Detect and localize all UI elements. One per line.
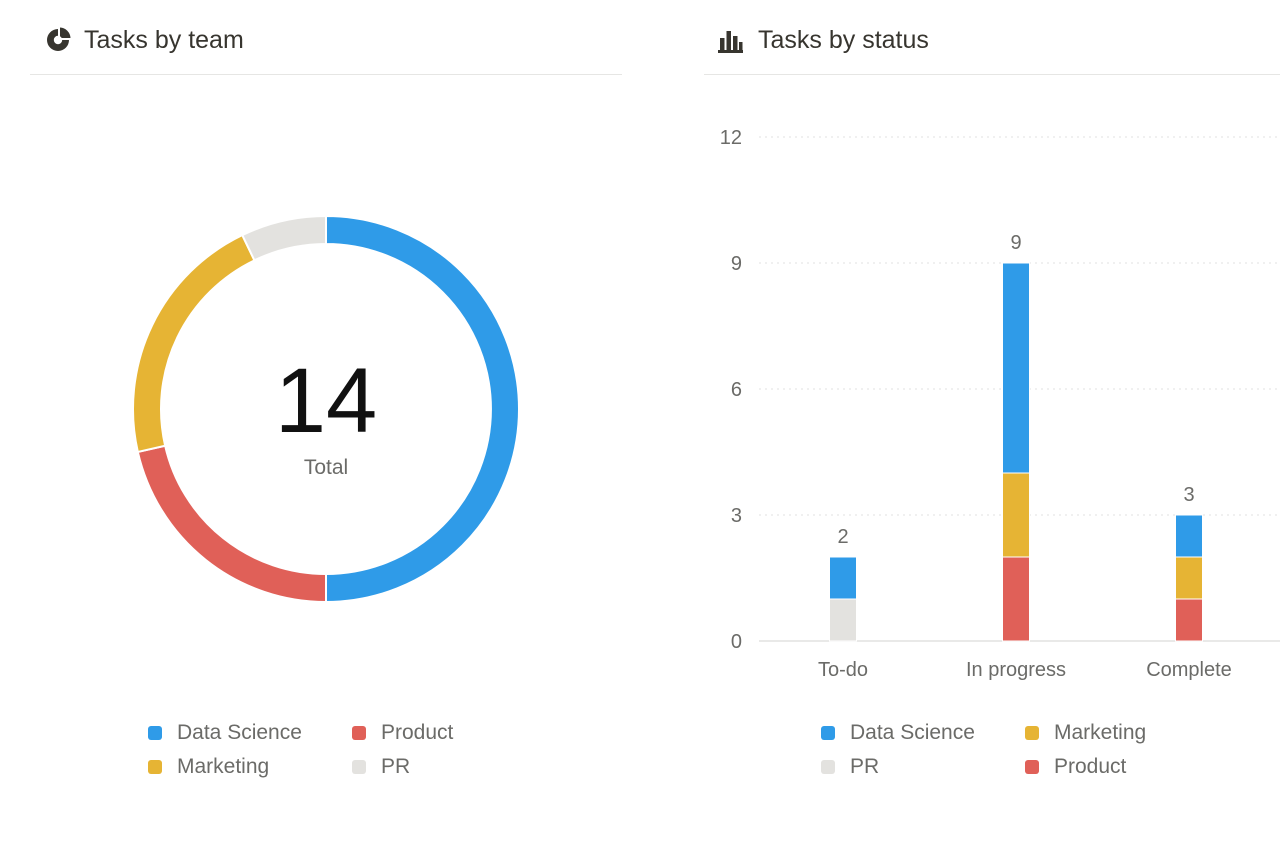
y-tick-label: 3 (731, 505, 742, 527)
legend-label: PR (381, 755, 411, 778)
donut-slice-pr (240, 214, 327, 262)
tasks-by-status-bar-chart: 0 3 6 9 12 2 9 3 To-do In progress Complete (720, 127, 1280, 681)
legend-swatch (1025, 760, 1039, 774)
y-tick-label: 0 (731, 631, 742, 653)
legend-label: Marketing (1054, 721, 1147, 744)
legend-item-product: Product (352, 721, 492, 745)
donut-slice-product (136, 444, 327, 604)
x-tick-label-complete: Complete (1146, 659, 1232, 681)
tasks-by-team-panel: Tasks by team 14 Total Data Science Prod… (30, 0, 622, 848)
legend-swatch (821, 726, 835, 740)
legend-swatch (821, 760, 835, 774)
x-tick-label-to-do: To-do (818, 659, 868, 681)
legend-label: PR (850, 755, 880, 778)
legend-item-pr: PR (352, 755, 492, 779)
bar-segment-to-do-data-science (829, 556, 857, 600)
bar-segment-in-progress-product (1002, 556, 1030, 642)
y-tick-label: 9 (731, 253, 742, 275)
legend-item-product: Product (1025, 755, 1165, 779)
legend-label: Data Science (850, 721, 975, 744)
legend-swatch (352, 726, 366, 740)
tasks-by-team-title: Tasks by team (84, 26, 244, 54)
legend-label: Product (381, 721, 454, 744)
legend-swatch (352, 760, 366, 774)
tasks-by-status-panel: Tasks by status 0 3 6 9 12 2 9 3 To-do In progr… (704, 0, 1280, 848)
bar-chart-icon (718, 31, 743, 53)
legend-item-pr: PR (821, 755, 1025, 779)
tasks-by-status-legend: Data Science Marketing PR Product (821, 721, 1165, 779)
donut-total-value: 14 (275, 350, 377, 452)
x-tick-label-in-progress: In progress (966, 659, 1066, 681)
bar-total-label-to-do: 2 (837, 526, 848, 548)
tasks-by-status-header: Tasks by status (704, 20, 1280, 75)
legend-label: Marketing (177, 755, 270, 778)
legend-swatch (148, 726, 162, 740)
bar-segment-in-progress-marketing (1002, 472, 1030, 558)
bar-segment-to-do-pr (829, 598, 857, 642)
bar-segment-in-progress-data-science (1002, 262, 1030, 474)
tasks-by-status-title: Tasks by status (758, 26, 929, 54)
legend-item-marketing: Marketing (1025, 721, 1165, 745)
pie-chart-icon (47, 27, 71, 51)
legend-label: Product (1054, 755, 1127, 778)
legend-label: Data Science (177, 721, 302, 744)
donut-total-label: Total (304, 456, 348, 479)
bar-total-label-in-progress: 9 (1010, 232, 1021, 254)
legend-swatch (148, 760, 162, 774)
tasks-by-team-header: Tasks by team (30, 20, 622, 75)
tasks-by-team-legend: Data Science Product Marketing PR (148, 721, 492, 779)
legend-item-data-science: Data Science (821, 721, 1025, 745)
bar-total-label-complete: 3 (1183, 484, 1194, 506)
bar-segment-complete-data-science (1175, 514, 1203, 558)
legend-item-data-science: Data Science (148, 721, 352, 745)
y-tick-label: 6 (731, 379, 742, 401)
tasks-by-team-donut-chart: 14 Total (132, 214, 520, 604)
bar-segment-complete-product (1175, 598, 1203, 642)
legend-item-marketing: Marketing (148, 755, 352, 779)
y-tick-label: 12 (720, 127, 742, 149)
donut-slice-marketing (132, 233, 256, 454)
legend-swatch (1025, 726, 1039, 740)
bar-segment-complete-marketing (1175, 556, 1203, 600)
